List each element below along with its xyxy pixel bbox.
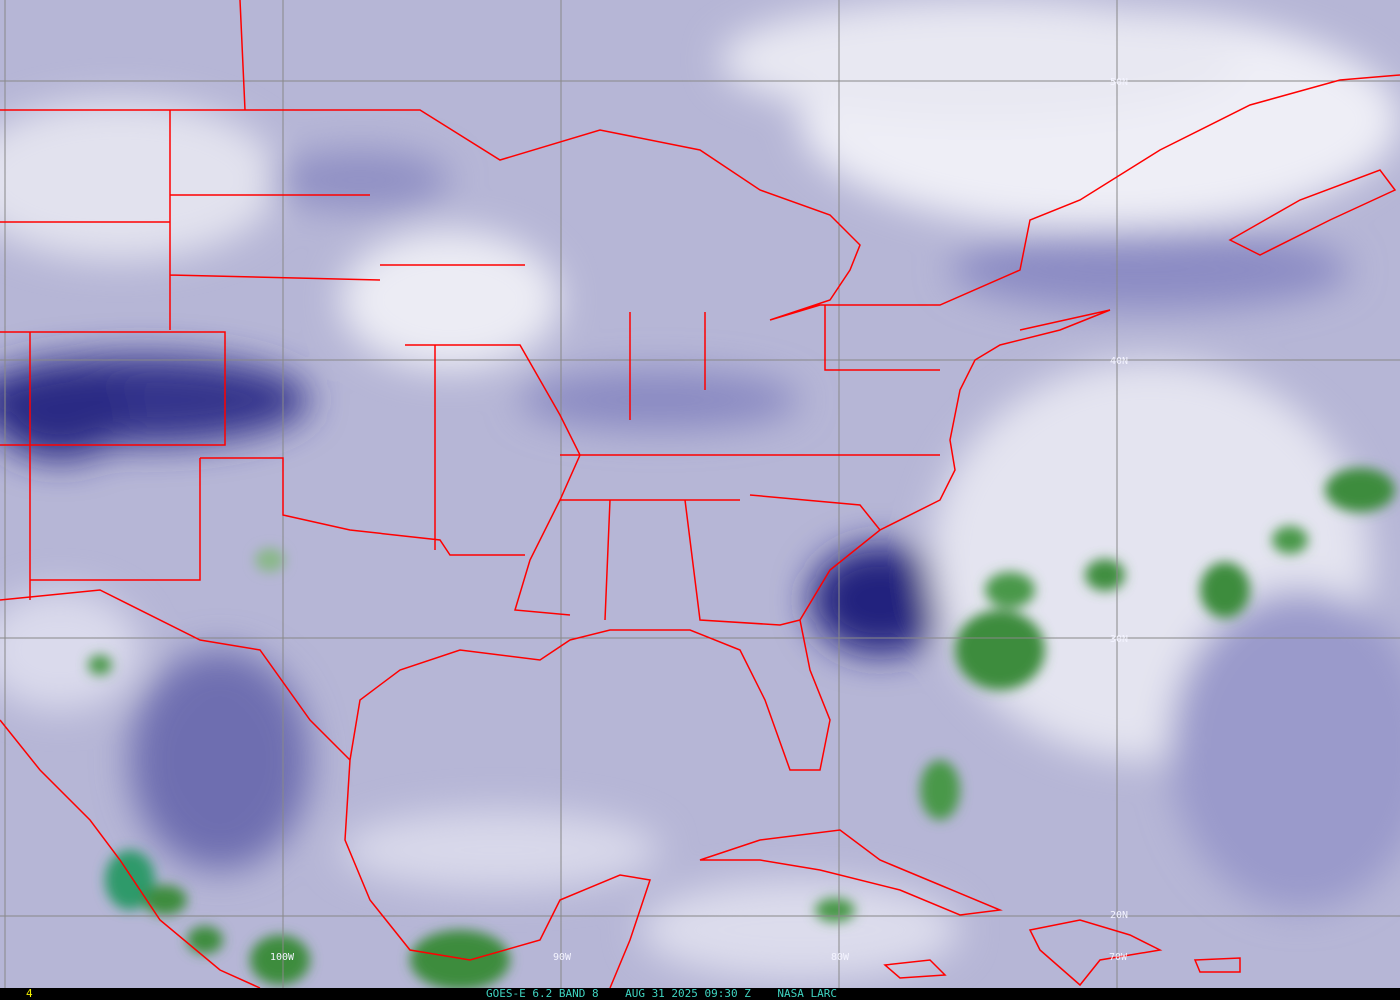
lon-label-80w: 80W <box>831 952 850 963</box>
lat-label-20n: 20N <box>1110 910 1128 921</box>
status-bar: 4 GOES-E 6.2 BAND 8 AUG 31 2025 09:30 Z … <box>0 988 1400 1000</box>
frame-number: 4 <box>26 987 33 1000</box>
grid-labels: 50N 40N 30N 20N 100W 90W 80W 70W <box>270 77 1128 963</box>
lon-label-100w: 100W <box>270 952 295 963</box>
lat-label-50n: 50N <box>1110 77 1128 88</box>
lat-label-40n: 40N <box>1110 356 1128 367</box>
lon-label-70w: 70W <box>1109 952 1128 963</box>
lat-label-30n: 30N <box>1110 634 1128 645</box>
convection-cells <box>88 468 1395 988</box>
image-caption: GOES-E 6.2 BAND 8 AUG 31 2025 09:30 Z NA… <box>486 987 837 1000</box>
lon-label-90w: 90W <box>553 952 572 963</box>
